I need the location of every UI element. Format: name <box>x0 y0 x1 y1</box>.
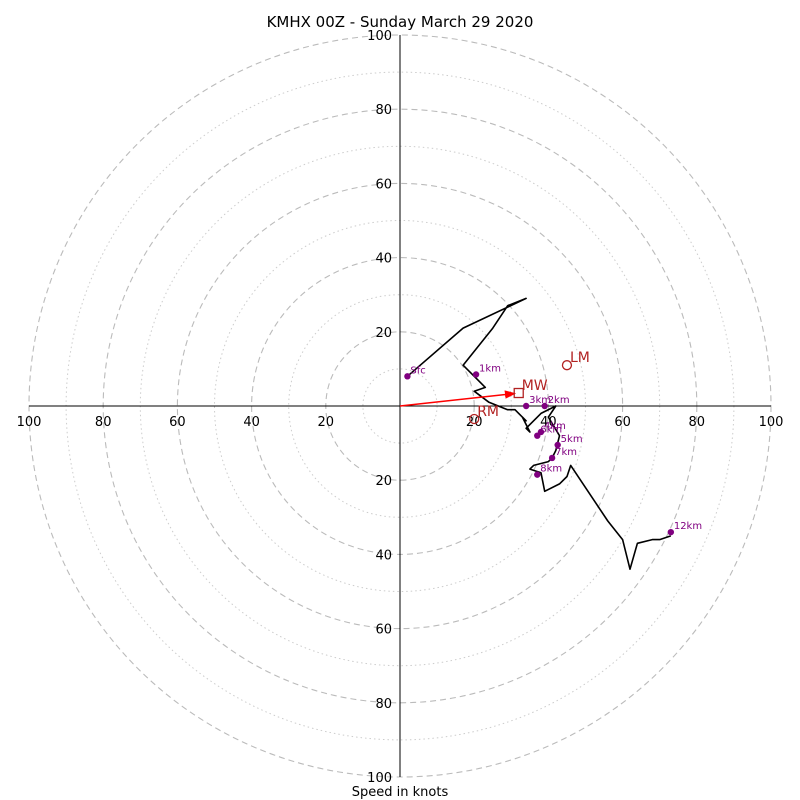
height-marker-label: 3km <box>529 395 551 406</box>
y-tick-label: 40 <box>375 252 392 267</box>
height-marker-dot <box>534 471 541 478</box>
height-marker-label: 6km <box>540 425 562 436</box>
height-marker-label: 4km <box>544 421 566 432</box>
y-tick-label: 60 <box>375 177 392 192</box>
x-tick-label: 100 <box>17 415 42 430</box>
storm-motion-label: LM <box>570 350 590 366</box>
x-tick-label: 40 <box>243 415 260 430</box>
storm-motion-label: MW <box>522 378 548 394</box>
x-tick-label: 80 <box>95 415 112 430</box>
height-marker-dot <box>472 371 480 378</box>
height-marker-label: 8km <box>540 464 562 475</box>
height-marker-label: 5km <box>561 434 583 445</box>
x-tick-label: 60 <box>614 415 631 430</box>
height-marker-label: 7km <box>555 447 577 458</box>
y-tick-label: 20 <box>375 474 392 489</box>
storm-motion-label: RM <box>477 404 499 420</box>
height-marker-label: 2km <box>548 395 570 406</box>
height-marker-label: Sfc <box>410 365 425 376</box>
storm-motion-square <box>513 387 524 399</box>
y-tick-label: 80 <box>375 103 392 118</box>
height-marker-dot <box>548 454 556 462</box>
height-marker-dot <box>534 432 541 439</box>
height-marker-label: 12km <box>674 521 702 532</box>
mean-wind-arrow <box>399 390 517 407</box>
y-tick-label: 80 <box>375 697 392 712</box>
chart-title: KMHX 00Z - Sunday March 29 2020 <box>267 13 534 31</box>
x-tick-label: 40 <box>540 415 557 430</box>
y-tick-label: 100 <box>367 29 392 44</box>
height-marker-dot <box>541 402 548 410</box>
x-tick-label: 100 <box>759 415 784 430</box>
wind-trace-line <box>406 297 672 571</box>
storm-motion-markers: MW LM RM <box>469 350 590 425</box>
storm-motion-circle <box>469 413 480 425</box>
height-marker-dot <box>522 402 530 410</box>
y-tick-label: 40 <box>375 548 392 563</box>
x-tick-label: 20 <box>318 415 335 430</box>
wind-trace <box>406 297 672 571</box>
y-tick-label: 100 <box>367 771 392 786</box>
y-tick-label: 20 <box>375 326 392 341</box>
x-axis-label: Speed in knots <box>352 785 449 800</box>
x-tick-label: 60 <box>169 415 186 430</box>
tick-labels: 100 80 60 40 20 20 40 60 80 100100806040202040608… <box>17 29 784 786</box>
x-tick-label: 80 <box>689 415 706 430</box>
height-marker-dot <box>667 528 675 536</box>
y-tick-label: 60 <box>375 623 392 638</box>
mean-wind-arrow-line <box>399 390 517 407</box>
storm-motion-circle <box>561 360 573 371</box>
height-marker-label: 1km <box>479 363 501 374</box>
height-marker-dot <box>554 441 561 449</box>
height-marker-dot <box>404 373 411 380</box>
